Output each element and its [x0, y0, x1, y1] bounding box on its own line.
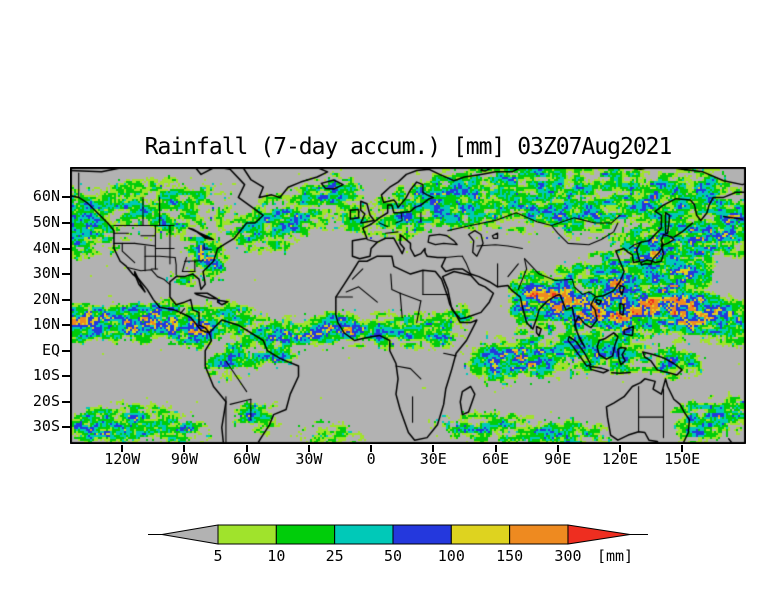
lon-tick-label: 60E [481, 450, 510, 468]
lon-tick-mark [494, 445, 497, 452]
colorbar-above-arrow [567, 524, 631, 545]
lon-tick-mark [618, 445, 621, 452]
lat-tick-label: EQ [41, 340, 60, 359]
colorbar-bin-5 [450, 524, 511, 545]
lon-tick-label: 30E [419, 450, 447, 468]
world-rainfall-map [70, 167, 746, 444]
colorbar-level-label: 10 [267, 547, 285, 565]
lon-tick-label: 150E [664, 450, 701, 468]
lon-tick-mark [245, 445, 248, 452]
lat-tick-label: 50N [32, 212, 60, 231]
lat-tick-label: 20S [32, 391, 60, 410]
colorbar-level-label: 25 [326, 547, 344, 565]
lon-tick-mark [307, 445, 310, 452]
lat-tick-label: 60N [32, 187, 60, 206]
lon-tick-mark [556, 445, 559, 452]
lon-tick-label: 60W [233, 450, 261, 468]
lat-tick-mark [62, 221, 70, 224]
lon-tick-label: 90E [544, 450, 572, 468]
colorbar-bin-1 [217, 524, 277, 545]
colorbar-bin-3 [334, 524, 394, 545]
lon-tick-mark [121, 445, 124, 452]
colorbar-bin-4 [392, 524, 452, 545]
colorbar-legend: 5 10 25 50 100 150 300 [mm] [148, 524, 648, 565]
lat-tick-mark [62, 196, 70, 199]
lon-tick-label: 90W [170, 450, 198, 468]
colorbar-bin-6 [509, 524, 569, 545]
lat-tick-mark [62, 375, 70, 378]
lat-tick-mark [62, 273, 70, 276]
lon-tick-label: 120W [104, 450, 141, 468]
lat-tick-label: 30S [32, 417, 60, 436]
lat-tick-label: 10S [32, 366, 60, 385]
colorbar-below-arrow [161, 524, 219, 545]
lon-tick-label: 0 [366, 450, 376, 468]
plot-title: Rainfall (7-day accum.) [mm] 03Z07Aug202… [144, 134, 673, 160]
lon-tick-mark [370, 445, 373, 452]
colorbar-level-label: 150 [496, 547, 523, 565]
lat-tick-mark [62, 400, 70, 403]
lat-tick-mark [62, 324, 70, 327]
lon-tick-mark [183, 445, 186, 452]
colorbar-level-label: 100 [438, 547, 465, 565]
colorbar-unit-label: [mm] [597, 547, 633, 565]
lon-tick-mark [681, 445, 684, 452]
colorbar-level-label: 300 [554, 547, 581, 565]
lat-tick-mark [62, 247, 70, 250]
lat-tick-mark [62, 349, 70, 352]
colorbar-bin-2 [275, 524, 336, 545]
lon-tick-mark [432, 445, 435, 452]
lat-tick-label: 40N [32, 238, 60, 257]
lon-tick-label: 30W [295, 450, 323, 468]
colorbar-level-label: 50 [384, 547, 402, 565]
lat-tick-mark [62, 298, 70, 301]
lat-tick-label: 30N [32, 264, 60, 283]
lat-tick-label: 10N [32, 315, 60, 334]
lat-tick-mark [62, 426, 70, 429]
lon-tick-label: 120E [601, 450, 638, 468]
lat-tick-label: 20N [32, 289, 60, 308]
colorbar-level-label: 5 [213, 547, 222, 565]
